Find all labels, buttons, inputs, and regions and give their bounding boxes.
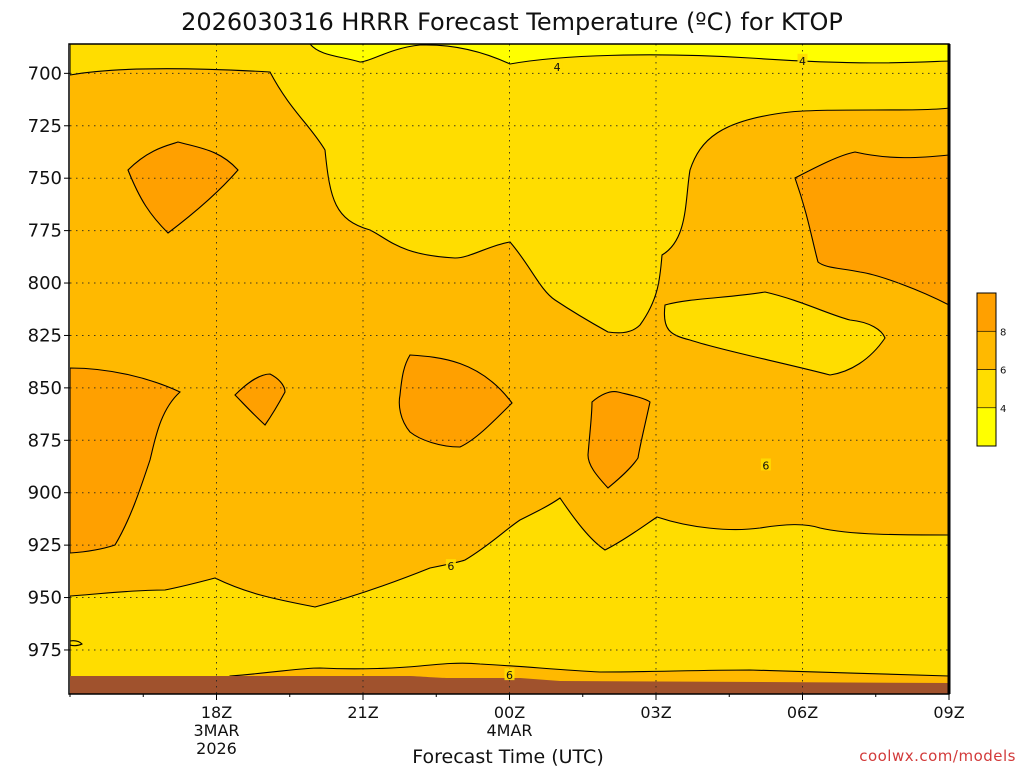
- y-tick-label: 750: [28, 168, 62, 189]
- y-tick-label: 925: [28, 535, 62, 556]
- band-8-10-d: [234, 373, 286, 426]
- contour-label-bg: [445, 559, 456, 572]
- y-tick-label: 725: [28, 116, 62, 137]
- contour-label: 4: [554, 61, 561, 74]
- colorbar-frame: [976, 292, 997, 447]
- credit-text: coolwx.com/models: [859, 747, 1016, 765]
- x-tick-label: 2026: [196, 739, 237, 758]
- y-tick-label: 850: [28, 378, 62, 399]
- x-tick-label: 4MAR: [486, 721, 532, 740]
- band-4-6-pocket: [663, 291, 886, 376]
- colorbar-label: 8: [1000, 327, 1006, 338]
- grid: [70, 44, 949, 694]
- band-2-4: [309, 44, 949, 65]
- chart-title: 2026030316 HRRR Forecast Temperature (ºC…: [181, 8, 843, 36]
- x-tick-label: 18Z: [201, 703, 232, 722]
- contour-label: 4: [799, 55, 806, 68]
- contour-label-bg: [760, 458, 771, 471]
- x-tick-label: 03Z: [640, 703, 671, 722]
- x-tick-label: 09Z: [933, 703, 964, 722]
- colorbar: 4 6 8: [976, 292, 1006, 447]
- y-axis: 700 725 750 775 800 825 850 875 900 925 950 975: [28, 63, 70, 661]
- x-tick-label: 21Z: [347, 703, 378, 722]
- contour-label: 6: [762, 459, 769, 472]
- colorbar-swatch: [976, 330, 997, 370]
- colorbar-swatch: [976, 292, 997, 332]
- ground: [70, 676, 949, 694]
- band-8-10-a: [127, 141, 239, 234]
- colorbar-swatch: [976, 369, 997, 409]
- y-tick-label: 900: [28, 483, 62, 504]
- x-tick-label: 00Z: [494, 703, 525, 722]
- band-8-10-b: [794, 151, 949, 306]
- band-8-10-f: [587, 391, 651, 489]
- y-tick-label: 700: [28, 63, 62, 84]
- x-axis-label: Forecast Time (UTC): [412, 746, 603, 768]
- contour-label: 6: [506, 669, 513, 682]
- colorbar-label: 6: [1000, 366, 1006, 377]
- contour-label-bg: [797, 53, 808, 66]
- y-tick-label: 825: [28, 325, 62, 346]
- y-tick-label: 975: [28, 640, 62, 661]
- y-tick-label: 775: [28, 221, 62, 242]
- band-8-10-e: [398, 354, 513, 448]
- x-tick-label: 06Z: [787, 703, 818, 722]
- y-tick-label: 950: [28, 588, 62, 609]
- y-tick-label: 800: [28, 273, 62, 294]
- colorbar-swatch: [976, 407, 997, 447]
- band-8-10-c: [70, 367, 181, 554]
- contour-labels: 4 4 6 6 6: [445, 53, 808, 682]
- colorbar-label: 4: [1000, 404, 1006, 415]
- contour-label: 6: [447, 560, 454, 573]
- contour-label-bg: [552, 60, 563, 73]
- y-tick-label: 875: [28, 430, 62, 451]
- x-tick-label: 3MAR: [193, 721, 239, 740]
- contour-label-bg: [504, 668, 515, 681]
- band-small-loop: [70, 640, 83, 647]
